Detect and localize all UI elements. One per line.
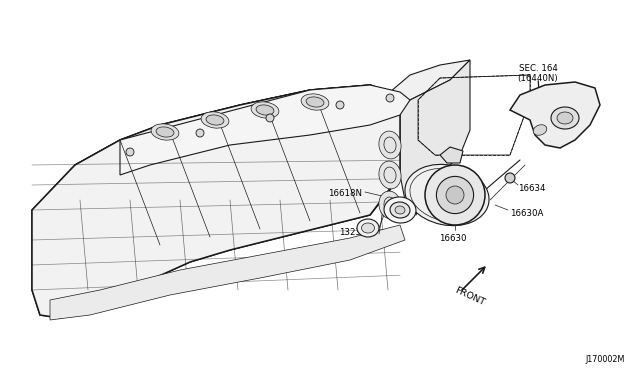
Ellipse shape bbox=[551, 107, 579, 129]
Ellipse shape bbox=[379, 191, 401, 219]
Ellipse shape bbox=[206, 115, 224, 125]
Polygon shape bbox=[50, 225, 405, 320]
Circle shape bbox=[436, 176, 474, 214]
Ellipse shape bbox=[362, 223, 374, 233]
Ellipse shape bbox=[533, 125, 547, 135]
Ellipse shape bbox=[151, 124, 179, 140]
Text: 16634: 16634 bbox=[518, 183, 545, 192]
Polygon shape bbox=[32, 85, 400, 318]
Circle shape bbox=[386, 94, 394, 102]
Text: J170002M: J170002M bbox=[586, 356, 625, 365]
Text: FRONT: FRONT bbox=[453, 286, 486, 308]
Circle shape bbox=[266, 114, 274, 122]
Circle shape bbox=[196, 129, 204, 137]
Polygon shape bbox=[440, 147, 463, 163]
Polygon shape bbox=[32, 85, 400, 318]
Text: (16440N): (16440N) bbox=[518, 74, 558, 83]
Ellipse shape bbox=[390, 202, 410, 218]
Circle shape bbox=[425, 165, 485, 225]
Ellipse shape bbox=[384, 197, 416, 223]
Ellipse shape bbox=[251, 102, 279, 118]
Ellipse shape bbox=[357, 219, 379, 237]
Polygon shape bbox=[75, 60, 470, 165]
Polygon shape bbox=[120, 85, 410, 175]
Ellipse shape bbox=[256, 105, 274, 115]
Text: 16630: 16630 bbox=[439, 234, 467, 243]
Ellipse shape bbox=[395, 206, 405, 214]
Text: 16630A: 16630A bbox=[510, 208, 543, 218]
Text: SEC. 164: SEC. 164 bbox=[518, 64, 557, 73]
Ellipse shape bbox=[379, 161, 401, 189]
Ellipse shape bbox=[301, 94, 329, 110]
Polygon shape bbox=[510, 82, 600, 148]
Ellipse shape bbox=[405, 164, 489, 226]
Circle shape bbox=[336, 101, 344, 109]
Ellipse shape bbox=[201, 112, 229, 128]
Circle shape bbox=[126, 148, 134, 156]
Text: 16618N: 16618N bbox=[328, 189, 362, 198]
Ellipse shape bbox=[379, 131, 401, 159]
Circle shape bbox=[505, 173, 515, 183]
Ellipse shape bbox=[156, 127, 174, 137]
Ellipse shape bbox=[557, 112, 573, 124]
Ellipse shape bbox=[306, 97, 324, 107]
Text: 1323LX: 1323LX bbox=[339, 228, 372, 237]
Circle shape bbox=[446, 186, 464, 204]
Polygon shape bbox=[400, 60, 470, 200]
